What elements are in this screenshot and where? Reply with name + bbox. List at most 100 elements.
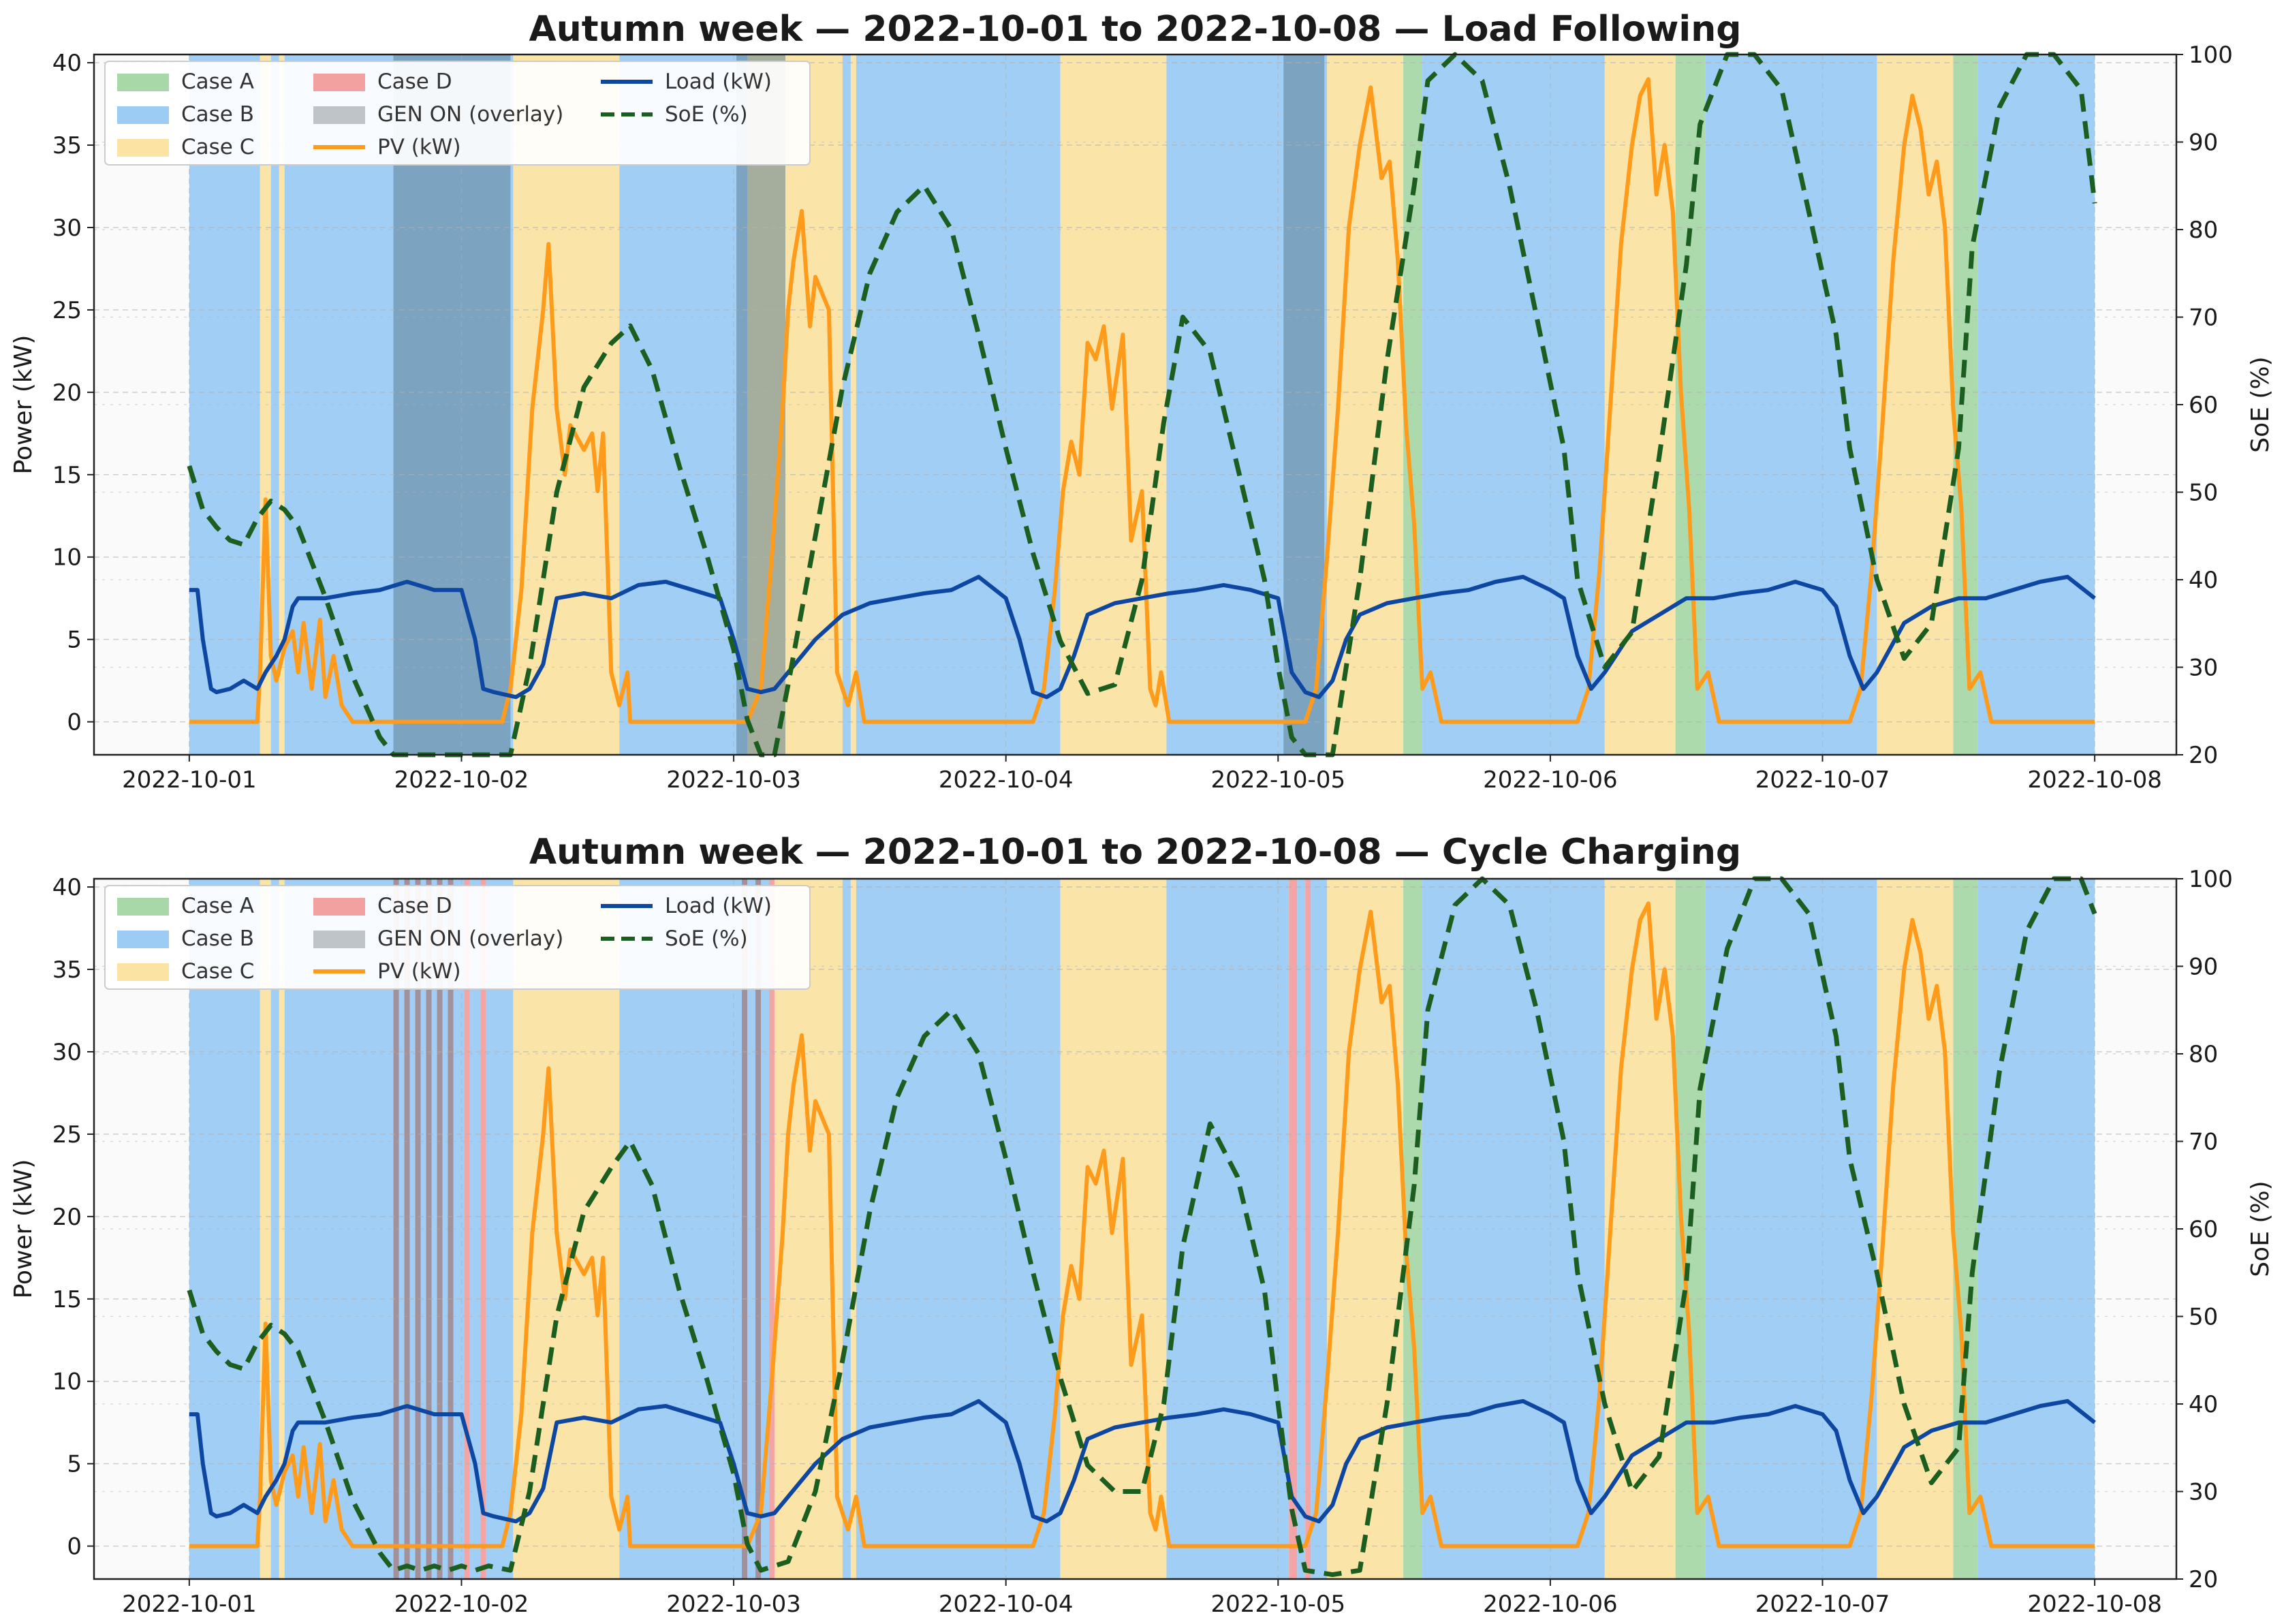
case-b-band xyxy=(856,879,1061,1579)
legend-swatch xyxy=(313,106,365,124)
y2-axis-label: SoE (%) xyxy=(2247,1181,2274,1277)
x-tick-label: 2022-10-02 xyxy=(394,1591,529,1618)
chart-title: Autumn week — 2022-10-01 to 2022-10-08 —… xyxy=(529,832,1741,873)
case-d-band xyxy=(1305,879,1311,1579)
y-tick-label: 10 xyxy=(52,1369,82,1396)
y-axis-label: Power (kW) xyxy=(10,335,37,475)
case-b-band xyxy=(1977,879,2095,1579)
legend-label-gen-on: GEN ON (overlay) xyxy=(377,102,563,127)
case-b-band xyxy=(431,879,437,1579)
x-tick-label: 2022-10-07 xyxy=(1755,1591,1890,1618)
case-a-band xyxy=(1953,879,1978,1579)
case-c-band xyxy=(1877,879,1954,1579)
x-tick-label: 2022-10-05 xyxy=(1210,766,1345,794)
gen-on-overlay xyxy=(415,879,421,1579)
case-b-band xyxy=(856,54,1061,755)
x-tick-label: 2022-10-03 xyxy=(666,766,801,794)
legend-label-case-b: Case B xyxy=(181,926,254,951)
y-tick-label: 35 xyxy=(52,132,82,159)
gen-on-overlay xyxy=(736,54,786,755)
chart-title: Autumn week — 2022-10-01 to 2022-10-08 —… xyxy=(529,9,1742,50)
y2-axis-label: SoE (%) xyxy=(2247,356,2274,452)
case-c-band xyxy=(1877,54,1954,755)
gen-on-overlay xyxy=(742,879,748,1579)
y-tick-label: 25 xyxy=(52,1121,82,1149)
y-tick-label: 25 xyxy=(52,297,82,324)
legend-swatch xyxy=(313,931,365,948)
x-tick-label: 2022-10-08 xyxy=(2027,766,2162,794)
case-b-band xyxy=(1297,879,1306,1579)
y-tick-label: 10 xyxy=(52,544,82,572)
y2-tick-label: 80 xyxy=(2189,1041,2218,1068)
x-tick-label: 2022-10-01 xyxy=(122,1591,257,1618)
case-b-band xyxy=(442,879,448,1579)
legend-label-load: Load (kW) xyxy=(665,69,772,94)
case-b-band xyxy=(1705,879,1877,1579)
y2-tick-label: 40 xyxy=(2189,1391,2218,1418)
case-b-band xyxy=(486,879,514,1579)
y2-tick-label: 20 xyxy=(2189,1566,2218,1593)
cycle-charging-panel: 0 5 10 15 20 25 30 35 40 20 30 40 50 60 70 80 90 100 2022-… xyxy=(10,832,2274,1618)
legend-label-case-c: Case C xyxy=(181,959,254,984)
case-b-band xyxy=(747,879,756,1579)
legend-swatch xyxy=(313,898,365,916)
y-tick-label: 30 xyxy=(52,1039,82,1066)
legend-swatch xyxy=(117,139,169,157)
pv-series-line xyxy=(189,77,2095,724)
legend-swatch xyxy=(117,898,169,916)
legend-frame xyxy=(104,885,811,990)
x-tick-label: 2022-10-05 xyxy=(1210,1591,1345,1618)
y2-tick-label: 100 xyxy=(2189,42,2233,69)
legend-label-case-d: Case D xyxy=(377,69,452,94)
y2-tick-label: 30 xyxy=(2189,1479,2218,1506)
y-tick-label: 30 xyxy=(52,215,82,242)
y2-tick-label: 70 xyxy=(2189,304,2218,332)
case-c-band xyxy=(279,879,285,1579)
y2-tick-label: 70 xyxy=(2189,1129,2218,1156)
legend-label-soe: SoE (%) xyxy=(665,102,748,127)
pv-series-line xyxy=(189,901,2095,1548)
case-c-band xyxy=(850,879,856,1579)
y-tick-label: 20 xyxy=(52,1204,82,1231)
legend-swatch xyxy=(117,106,169,124)
legend: Case A Case B Case C Case D GEN ON (over… xyxy=(104,885,811,990)
case-b-band xyxy=(1977,54,2095,755)
y2-tick-label: 50 xyxy=(2189,1304,2218,1331)
y-tick-label: 0 xyxy=(67,709,82,736)
legend-label-case-b: Case B xyxy=(181,102,254,127)
gen-on-overlay xyxy=(426,879,432,1579)
y2-tick-label: 90 xyxy=(2189,954,2218,981)
y2-tick-label: 20 xyxy=(2189,742,2218,769)
y2-tick-label: 60 xyxy=(2189,1216,2218,1243)
x-tick-label: 2022-10-01 xyxy=(122,766,257,794)
legend-label-case-a: Case A xyxy=(181,69,254,94)
y-tick-label: 5 xyxy=(67,1451,82,1478)
legend-label-pv: PV (kW) xyxy=(377,135,461,159)
case-b-band xyxy=(398,879,405,1579)
y2-tick-label: 100 xyxy=(2189,866,2233,893)
y-axis-label: Power (kW) xyxy=(10,1159,37,1299)
x-tick-label: 2022-10-06 xyxy=(1483,766,1618,794)
gen-on-overlay xyxy=(393,879,399,1579)
legend-swatch xyxy=(117,931,169,948)
legend-swatch xyxy=(117,74,169,91)
x-tick-label: 2022-10-04 xyxy=(939,766,1074,794)
x-tick-label: 2022-10-02 xyxy=(394,766,529,794)
case-c-band xyxy=(850,54,856,755)
case-d-band xyxy=(480,879,486,1579)
x-tick-label: 2022-10-06 xyxy=(1483,1591,1618,1618)
y2-tick-label: 60 xyxy=(2189,392,2218,419)
x-tick-label: 2022-10-08 xyxy=(2027,1591,2162,1618)
y2-tick-label: 80 xyxy=(2189,217,2218,244)
case-d-band xyxy=(769,879,775,1579)
case-a-band xyxy=(1953,54,1978,755)
y-tick-label: 5 xyxy=(67,627,82,654)
y-tick-label: 0 xyxy=(67,1533,82,1561)
y2-tick-label: 90 xyxy=(2189,129,2218,157)
case-b-band xyxy=(409,879,416,1579)
y-tick-label: 20 xyxy=(52,379,82,407)
y-tick-label: 15 xyxy=(52,462,82,489)
legend-swatch xyxy=(117,963,169,981)
y2-tick-label: 40 xyxy=(2189,567,2218,594)
